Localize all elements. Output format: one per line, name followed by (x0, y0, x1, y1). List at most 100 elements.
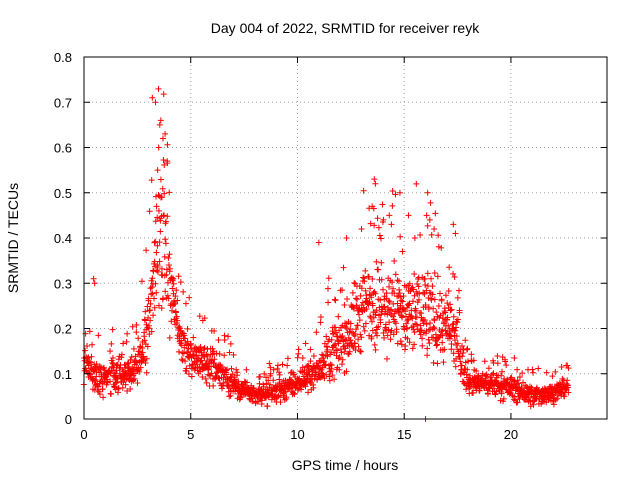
data-point (427, 320, 434, 327)
data-point (124, 388, 131, 394)
data-point (133, 329, 140, 336)
data-point (440, 359, 447, 366)
data-point (409, 315, 416, 322)
data-point (164, 158, 171, 165)
data-point (451, 274, 458, 281)
data-point (184, 338, 191, 345)
data-point (339, 356, 346, 363)
data-point (400, 292, 407, 299)
data-point (552, 396, 559, 403)
data-point (483, 373, 490, 380)
data-point (324, 285, 331, 292)
data-point (157, 228, 164, 235)
data-point (378, 276, 385, 283)
data-point (267, 381, 274, 388)
data-point (305, 362, 312, 369)
data-point (397, 338, 404, 345)
data-point (398, 341, 405, 348)
data-point (425, 336, 432, 343)
data-point (353, 295, 360, 302)
data-point (165, 255, 172, 262)
data-point (166, 334, 173, 341)
data-point (226, 349, 233, 356)
data-point (431, 325, 438, 332)
data-point (156, 239, 163, 246)
data-point (199, 374, 206, 381)
data-point (266, 391, 273, 398)
data-point (466, 390, 473, 397)
data-point (161, 212, 168, 219)
data-point (363, 305, 370, 312)
data-point (519, 370, 526, 377)
data-point (262, 395, 269, 401)
data-point (358, 225, 365, 232)
data-point (173, 287, 180, 294)
data-point (164, 141, 171, 148)
data-point (468, 351, 475, 358)
data-point (162, 130, 169, 137)
data-point (235, 378, 242, 385)
data-point (367, 220, 374, 227)
data-point (335, 313, 342, 320)
data-point (377, 311, 384, 318)
data-point (89, 341, 96, 348)
y-axis-title: SRMTID / TECUs (5, 183, 21, 293)
data-point (88, 353, 95, 360)
data-point (454, 294, 461, 301)
data-point (184, 325, 191, 332)
data-point (140, 353, 147, 360)
data-point (256, 380, 263, 387)
data-point (125, 363, 132, 370)
data-point (128, 353, 135, 360)
data-point (157, 176, 164, 183)
data-point (302, 340, 309, 347)
data-point (141, 333, 148, 340)
data-point (144, 343, 151, 350)
data-point (453, 324, 460, 331)
data-point (399, 298, 406, 305)
data-point (494, 352, 501, 359)
data-point (378, 259, 385, 266)
data-point (201, 345, 208, 352)
data-point (127, 385, 134, 392)
data-point (160, 91, 167, 98)
data-point (362, 267, 369, 274)
data-point (86, 358, 93, 365)
data-point (146, 208, 153, 215)
data-point (142, 317, 149, 324)
data-point (424, 270, 431, 277)
data-point (427, 199, 434, 206)
data-point (450, 221, 457, 228)
data-point (377, 297, 384, 304)
data-point (169, 307, 176, 314)
data-point (457, 358, 464, 365)
data-point (514, 366, 521, 373)
data-point (388, 306, 395, 313)
data-point (369, 276, 376, 283)
data-point (213, 350, 220, 357)
data-point (211, 327, 218, 334)
data-point (343, 235, 350, 241)
data-point (234, 369, 241, 376)
data-point (377, 319, 384, 326)
data-point (136, 368, 143, 375)
y-tick-label: 0.3 (54, 276, 72, 291)
data-point (284, 355, 291, 362)
data-point (151, 239, 158, 246)
data-point (439, 326, 446, 333)
data-point (347, 337, 354, 344)
data-point (448, 341, 455, 348)
data-point (366, 332, 373, 339)
data-point (319, 351, 326, 358)
data-point (336, 327, 343, 334)
data-point (109, 363, 116, 370)
data-point (411, 235, 418, 241)
data-point (354, 296, 361, 303)
data-point (150, 312, 157, 319)
data-point (226, 393, 233, 400)
data-point (156, 121, 163, 128)
data-point (178, 356, 185, 363)
data-point (360, 274, 367, 281)
data-point (153, 249, 160, 256)
data-point (131, 375, 138, 382)
